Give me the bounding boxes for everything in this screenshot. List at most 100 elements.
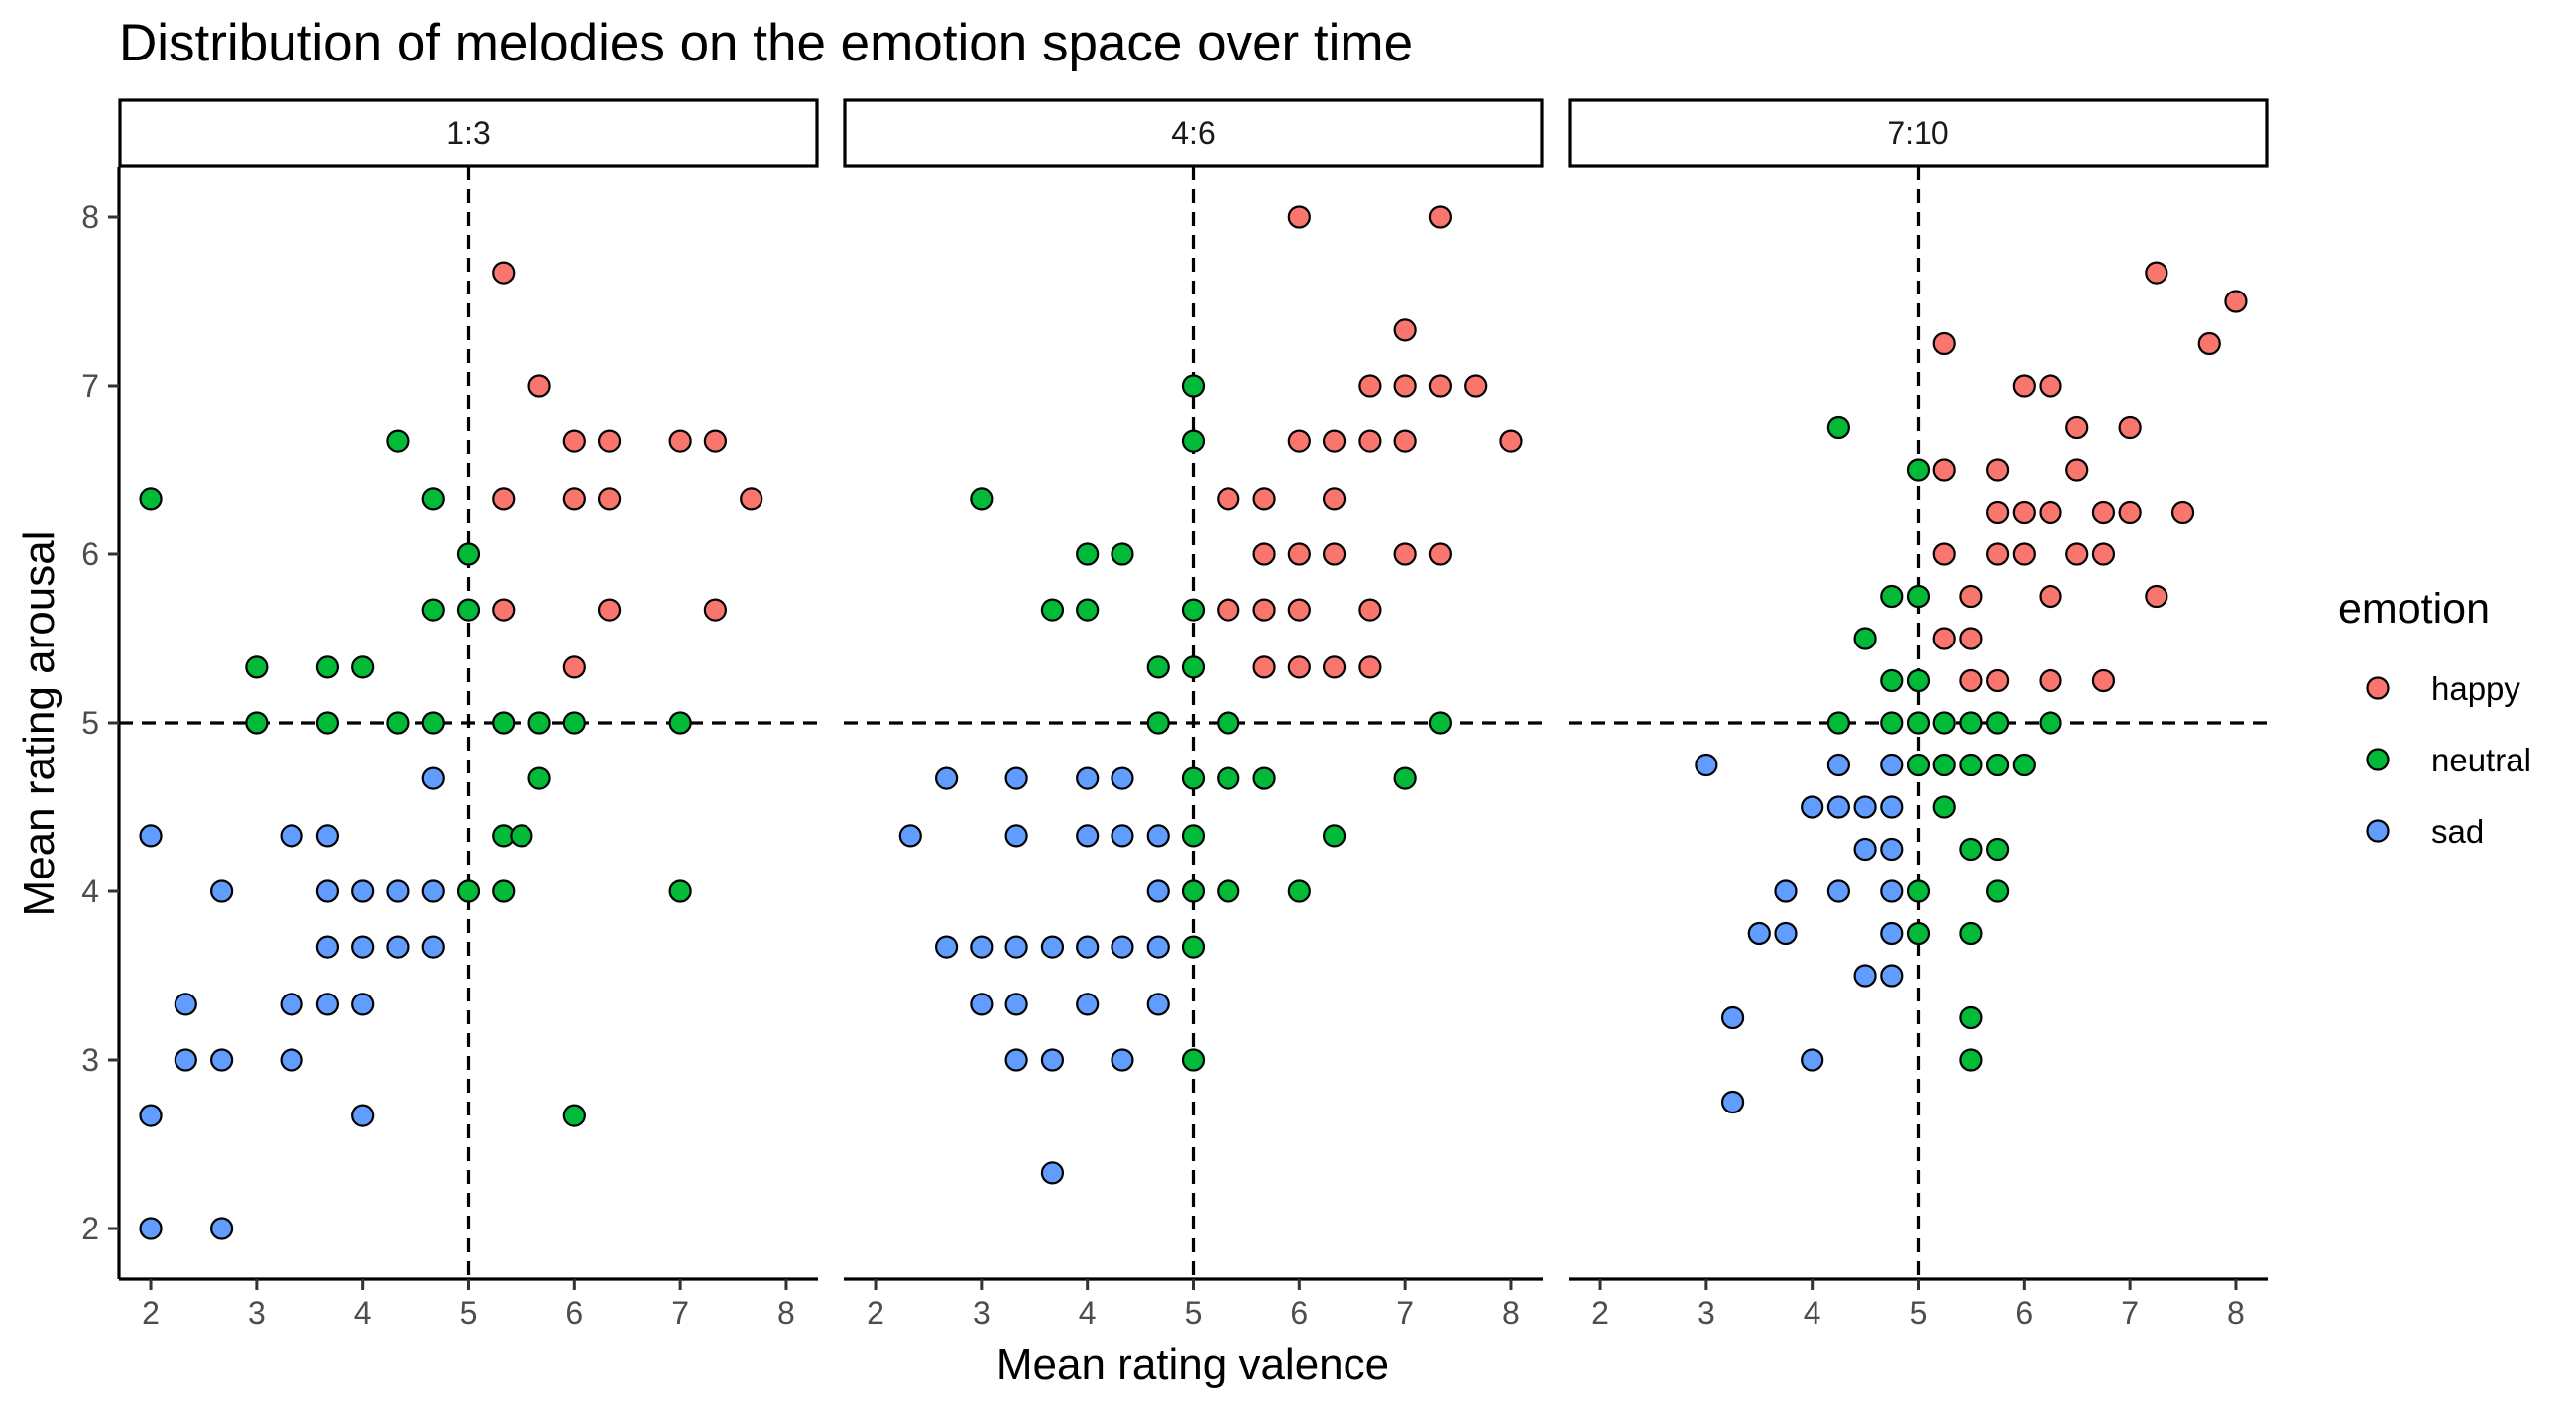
point-sad xyxy=(139,1104,163,1127)
point-sad xyxy=(386,935,410,959)
point-sad xyxy=(280,993,303,1016)
point-neutral xyxy=(1959,753,1983,777)
x-tick-label: 2 xyxy=(1591,1295,1609,1331)
point-sad xyxy=(898,824,922,848)
point-neutral xyxy=(1826,415,1850,440)
point-sad xyxy=(351,879,375,903)
point-sad xyxy=(970,935,994,959)
point-happy xyxy=(1358,655,1382,679)
point-neutral xyxy=(1986,753,2010,777)
point-sad xyxy=(421,879,445,903)
point-sad xyxy=(1826,753,1850,777)
y-tick-label: 5 xyxy=(81,705,99,741)
point-happy xyxy=(2065,458,2089,482)
point-neutral xyxy=(1428,711,1452,735)
point-happy xyxy=(1932,627,1956,650)
point-happy xyxy=(1358,598,1382,622)
point-sad xyxy=(315,993,340,1016)
point-neutral xyxy=(1932,795,1956,819)
x-tick-label: 4 xyxy=(1804,1295,1821,1331)
point-neutral xyxy=(527,766,551,790)
point-sad xyxy=(1004,935,1028,959)
x-tick-label: 6 xyxy=(565,1295,583,1331)
point-happy xyxy=(2012,542,2036,566)
facet-strip xyxy=(118,98,819,168)
point-neutral xyxy=(1959,1048,1983,1072)
point-neutral xyxy=(1906,711,1931,735)
point-happy xyxy=(2012,500,2036,525)
point-neutral xyxy=(421,711,445,735)
y-tick-label: 2 xyxy=(81,1211,99,1246)
point-happy xyxy=(2039,500,2062,525)
legend-key-neutral xyxy=(2366,748,2390,771)
point-happy xyxy=(1322,542,1347,566)
point-sad xyxy=(1004,766,1028,790)
point-happy xyxy=(1393,318,1417,342)
x-tick-label: 6 xyxy=(2015,1295,2033,1331)
point-sad xyxy=(315,824,340,848)
point-neutral xyxy=(1959,921,1983,946)
point-happy xyxy=(1287,542,1311,566)
point-sad xyxy=(1146,935,1170,959)
point-sad xyxy=(935,935,959,959)
point-happy xyxy=(1358,374,1382,398)
point-happy xyxy=(1322,429,1347,453)
point-neutral xyxy=(1880,584,1904,609)
point-sad xyxy=(1880,753,1904,777)
x-tick-label: 3 xyxy=(973,1295,991,1331)
point-happy xyxy=(527,374,551,398)
point-sad xyxy=(280,824,303,848)
point-sad xyxy=(1111,824,1134,848)
point-neutral xyxy=(1906,753,1931,777)
legend-label-sad: sad xyxy=(2431,813,2484,850)
legend-key-sad xyxy=(2366,819,2390,843)
point-sad xyxy=(1004,1048,1028,1072)
point-sad xyxy=(174,993,197,1016)
point-neutral xyxy=(1252,766,1276,790)
facet-strip-label: 7:10 xyxy=(1887,115,1948,151)
point-happy xyxy=(703,598,727,622)
point-sad xyxy=(1004,993,1028,1016)
point-sad xyxy=(1111,766,1134,790)
y-tick-label: 6 xyxy=(81,536,99,572)
point-sad xyxy=(1695,753,1718,777)
point-happy xyxy=(1932,458,1956,482)
point-happy xyxy=(2118,500,2142,525)
legend-key-happy xyxy=(2366,676,2390,700)
point-happy xyxy=(1358,429,1382,453)
point-neutral xyxy=(1932,753,1956,777)
x-tick-label: 8 xyxy=(777,1295,795,1331)
point-sad xyxy=(1853,837,1877,862)
point-sad xyxy=(1146,993,1170,1016)
point-neutral xyxy=(1040,598,1065,622)
y-tick-label: 8 xyxy=(81,199,99,235)
point-happy xyxy=(2091,500,2116,525)
facet-panel-1: 1:3 2 3 4 5 6 7 8 2 3 4 5 6 7 8 xyxy=(81,98,819,1331)
point-sad xyxy=(1720,1090,1745,1114)
x-tick-label: 7 xyxy=(671,1295,689,1331)
x-tick-label: 3 xyxy=(1698,1295,1715,1331)
point-neutral xyxy=(510,824,533,848)
point-neutral xyxy=(1181,655,1206,679)
point-neutral xyxy=(527,711,551,735)
point-neutral xyxy=(1217,711,1240,735)
point-neutral xyxy=(562,711,586,735)
point-happy xyxy=(492,261,516,285)
point-happy xyxy=(492,487,516,511)
point-sad xyxy=(1747,921,1771,946)
point-sad xyxy=(1880,921,1904,946)
point-sad xyxy=(970,993,994,1016)
point-happy xyxy=(1499,429,1523,453)
point-sad xyxy=(210,1048,234,1072)
point-neutral xyxy=(2039,711,2062,735)
point-happy xyxy=(1287,598,1311,622)
point-neutral xyxy=(1826,711,1850,735)
point-neutral xyxy=(1959,837,1983,862)
point-happy xyxy=(2012,374,2036,398)
facet-panel-2: 4:6 2 3 4 5 6 7 8 xyxy=(843,98,1544,1331)
point-happy xyxy=(1393,374,1417,398)
point-happy xyxy=(1322,655,1347,679)
point-sad xyxy=(1826,795,1850,819)
point-happy xyxy=(562,487,586,511)
point-sad xyxy=(315,935,340,959)
